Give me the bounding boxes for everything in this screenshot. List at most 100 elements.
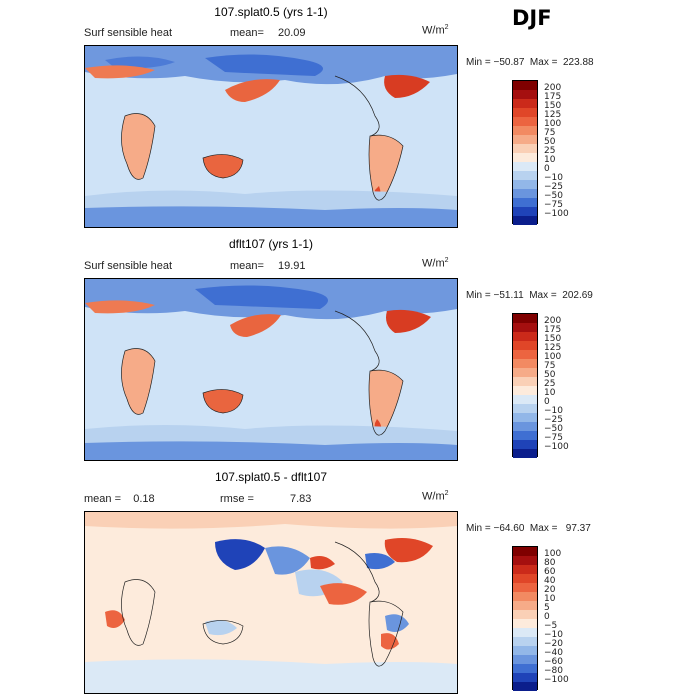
colorbar-tick-label: −10 (544, 630, 563, 640)
panel-1-map-svg (85, 46, 457, 227)
colorbar-segment (513, 135, 537, 144)
colorbar-tick-label: 10 (544, 155, 556, 165)
colorbar-segment (513, 377, 537, 386)
colorbar-segment (513, 359, 537, 368)
colorbar-tick-label: 5 (544, 603, 550, 613)
colorbar-tick-label: 25 (544, 146, 556, 156)
colorbar-tick-label: 40 (544, 576, 556, 586)
panel-3-mean-label: mean = 0.18 (84, 493, 155, 505)
colorbar-segment (513, 565, 537, 574)
colorbar-segment (513, 189, 537, 198)
colorbar-segment (513, 646, 537, 655)
panel-3-map-svg (85, 512, 457, 693)
colorbar-tick-label: −80 (544, 666, 563, 676)
panel-2-min-max: Min = −51.11 Max = 202.69 (466, 290, 593, 301)
colorbar-segment (513, 422, 537, 431)
colorbar-segment (513, 332, 537, 341)
panel-1-variable-label: Surf sensible heat (84, 27, 173, 39)
colorbar-tick-label: 75 (544, 361, 556, 371)
colorbar-segment (513, 404, 537, 413)
colorbar-segment (513, 90, 537, 99)
colorbar-segment (513, 171, 537, 180)
panel-1-title: 107.splat0.5 (yrs 1-1) (214, 5, 328, 19)
colorbar-segment (513, 99, 537, 108)
panel-3-rmse-value: 7.83 (290, 493, 312, 505)
panel-2-mean-value: 19.91 (278, 260, 306, 272)
colorbar-segment (513, 207, 537, 216)
colorbar-tick-label: 75 (544, 128, 556, 138)
colorbar-tick-label: 80 (544, 558, 556, 568)
colorbar-tick-label: 10 (544, 388, 556, 398)
colorbar-segment (513, 350, 537, 359)
panel-2-title: dflt107 (yrs 1-1) (228, 237, 314, 251)
colorbar-segment (513, 162, 537, 171)
panel-3-units: W/m2 (422, 490, 449, 503)
colorbar-segment (513, 314, 537, 323)
colorbar-segment (513, 117, 537, 126)
colorbar-tick-label: −60 (544, 657, 563, 667)
colorbar-tick-label: 100 (544, 549, 562, 559)
colorbar-tick-label: 175 (544, 325, 562, 335)
panel-2-units: W/m2 (422, 257, 449, 270)
panel-1-mean-label: mean= (230, 27, 264, 39)
colorbar-tick-label: 175 (544, 92, 562, 102)
colorbar-segment (513, 682, 537, 691)
panel-3-colorbar (512, 546, 538, 691)
colorbar-tick-label: −100 (544, 675, 569, 685)
colorbar-tick-label: 10 (544, 594, 556, 604)
colorbar-tick-label: −100 (544, 209, 569, 219)
colorbar-segment (513, 413, 537, 422)
colorbar-segment (513, 547, 537, 556)
panel-3-min-max: Min = −64.60 Max = 97.37 (466, 523, 591, 534)
panel-2-variable-label: Surf sensible heat (84, 260, 173, 272)
colorbar-tick-label: 100 (544, 119, 562, 129)
colorbar-segment (513, 601, 537, 610)
colorbar-tick-label: 50 (544, 137, 556, 147)
colorbar-segment (513, 395, 537, 404)
panel-1-min-max: Min = −50.87 Max = 223.88 (466, 57, 594, 68)
panel-1-map (84, 45, 458, 228)
colorbar-tick-label: 60 (544, 567, 556, 577)
colorbar-segment (513, 664, 537, 673)
season-label: DJF (512, 6, 552, 30)
colorbar-tick-label: 20 (544, 585, 556, 595)
panel-1-mean-value: 20.09 (278, 27, 306, 39)
colorbar-tick-label: −50 (544, 191, 563, 201)
colorbar-tick-label: 0 (544, 397, 550, 407)
colorbar-tick-label: −5 (544, 621, 558, 631)
panel-2-mean-label: mean= (230, 260, 264, 272)
colorbar-tick-label: −75 (544, 433, 563, 443)
colorbar-segment (513, 323, 537, 332)
colorbar-tick-label: 200 (544, 83, 562, 93)
colorbar-segment (513, 440, 537, 449)
colorbar-segment (513, 449, 537, 458)
colorbar-segment (513, 610, 537, 619)
colorbar-tick-label: 100 (544, 352, 562, 362)
panel-2-map-svg (85, 279, 457, 460)
panel-1-colorbar (512, 80, 538, 225)
panel-3-rmse-label: rmse = (220, 493, 254, 505)
colorbar-segment (513, 655, 537, 664)
colorbar-segment (513, 198, 537, 207)
colorbar-tick-label: −100 (544, 442, 569, 452)
colorbar-tick-label: 125 (544, 343, 562, 353)
colorbar-segment (513, 81, 537, 90)
colorbar-segment (513, 431, 537, 440)
colorbar-segment (513, 583, 537, 592)
colorbar-tick-label: −25 (544, 415, 563, 425)
panel-2-map (84, 278, 458, 461)
panel-3-map (84, 511, 458, 694)
colorbar-tick-label: 125 (544, 110, 562, 120)
colorbar-segment (513, 341, 537, 350)
colorbar-tick-label: 50 (544, 370, 556, 380)
colorbar-tick-label: 150 (544, 334, 562, 344)
colorbar-tick-label: −25 (544, 182, 563, 192)
colorbar-segment (513, 574, 537, 583)
colorbar-tick-label: 0 (544, 612, 550, 622)
colorbar-tick-label: 150 (544, 101, 562, 111)
colorbar-tick-label: −20 (544, 639, 563, 649)
panel-1-units: W/m2 (422, 24, 449, 37)
colorbar-segment (513, 216, 537, 225)
colorbar-segment (513, 108, 537, 117)
colorbar-segment (513, 619, 537, 628)
